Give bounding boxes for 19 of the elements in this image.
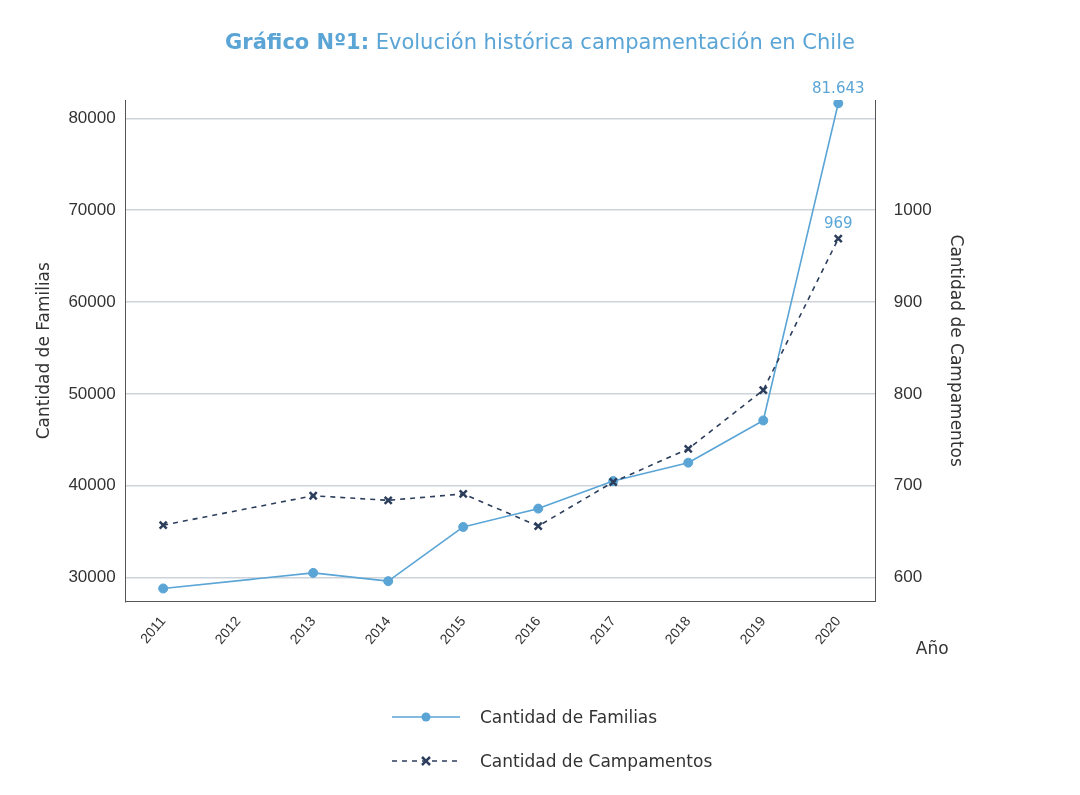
y-tick-label: 30000 <box>68 567 116 587</box>
y-tick-label: 50000 <box>68 383 116 403</box>
data-label: 81.643 <box>812 78 865 97</box>
y-tick-label: 60000 <box>68 291 116 311</box>
legend-label: Cantidad de Campamentos <box>480 751 713 771</box>
y-tick-label: 80000 <box>68 108 116 128</box>
legend-label: Cantidad de Familias <box>480 707 658 727</box>
y2-tick-label: 600 <box>893 567 923 587</box>
y2-tick-label: 700 <box>893 475 923 495</box>
y-tick-label: 70000 <box>68 199 116 219</box>
y2-axis-title: Cantidad de Campamentos <box>947 234 968 467</box>
y-tick-label: 40000 <box>68 475 116 495</box>
x-axis-title: Año <box>915 638 949 659</box>
chart-title: Gráfico Nº1: Evolución histórica campamentación en Chile <box>224 30 856 54</box>
data-label: 969 <box>823 214 853 233</box>
y2-tick-label: 900 <box>893 291 923 311</box>
y2-tick-label: 1000 <box>893 199 932 219</box>
y-axis-title: Cantidad de Familias <box>32 261 53 440</box>
y2-tick-label: 800 <box>893 383 923 403</box>
